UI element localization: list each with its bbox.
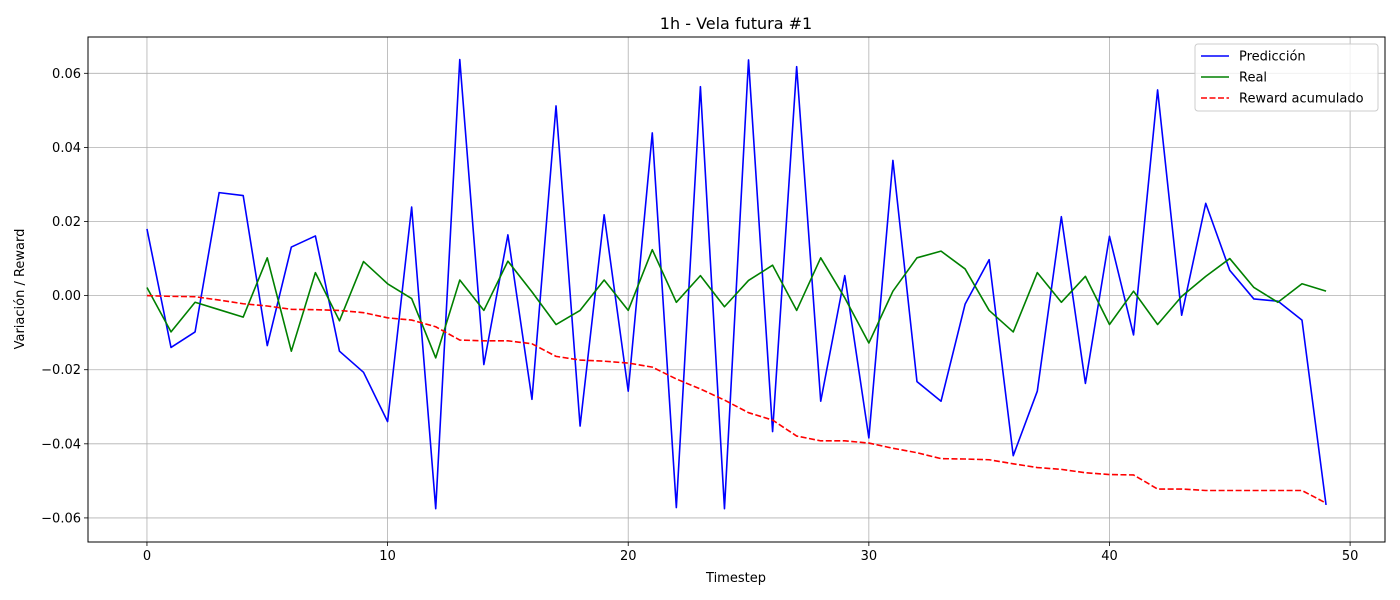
grid [88,37,1385,542]
y-tick-label: −0.04 [41,437,81,452]
legend: Predicción Real Reward acumulado [1194,43,1379,112]
y-tick-label: 0.06 [52,67,81,82]
series-line-predicci-n [146,58,1327,510]
y-axis: −0.06 −0.04 −0.02 0.00 0.02 0.04 0.06 [41,67,88,526]
plot-frame [87,36,1386,543]
y-tick-label: 0.00 [52,289,81,304]
series-group [146,58,1327,510]
y-tick-label: 0.02 [52,215,81,230]
x-tick-label: 0 [143,549,151,564]
series-line-reward-acumulado [146,294,1327,504]
x-tick-label: 10 [379,549,396,564]
legend-label: Real [1239,71,1267,86]
chart-title: 1h - Vela futura #1 [660,14,812,33]
x-axis: 0 10 20 30 40 50 [143,542,1359,564]
y-tick-label: −0.06 [41,511,81,526]
legend-box [1194,43,1379,112]
legend-label: Predicción [1239,50,1306,65]
x-axis-label: Timestep [705,571,766,586]
y-tick-label: −0.02 [41,363,81,378]
x-tick-label: 20 [620,549,637,564]
y-tick-label: 0.04 [52,141,81,156]
legend-label: Reward acumulado [1239,92,1364,107]
y-axis-label: Variación / Reward [13,229,28,350]
x-tick-label: 50 [1342,549,1359,564]
x-tick-label: 30 [861,549,878,564]
x-tick-label: 40 [1101,549,1118,564]
